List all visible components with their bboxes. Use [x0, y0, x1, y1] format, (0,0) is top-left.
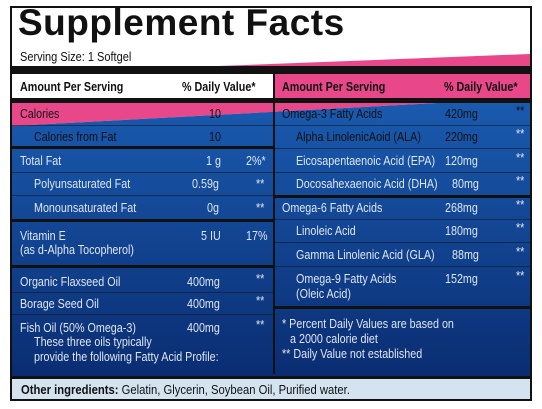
- row-divider: [275, 266, 530, 267]
- row-linoleic-dv: **: [516, 221, 525, 235]
- row-omega9-dv: **: [516, 269, 525, 283]
- row-omega6-amount: 268mg: [445, 201, 478, 215]
- row-divider: [275, 242, 530, 243]
- note-calorie-diet: a 2000 calorie diet: [290, 332, 378, 346]
- row-omega9-source: (Oleic Acid): [296, 287, 351, 301]
- row-divider: [275, 148, 530, 149]
- row-calories-fat-name: Calories from Fat: [34, 130, 117, 144]
- column-divider: [273, 74, 275, 374]
- left-header-dv: % Daily Value*: [182, 80, 256, 94]
- row-dha-amount: 80mg: [452, 177, 479, 191]
- panel-frame: [10, 6, 532, 401]
- row-linoleic-amount: 180mg: [445, 224, 478, 238]
- row-omega9-amount: 152mg: [445, 272, 478, 286]
- row-bold-divider: [12, 265, 273, 268]
- row-divider: [12, 314, 273, 315]
- row-divider: [12, 172, 273, 173]
- row-borage-amount: 400mg: [187, 297, 220, 311]
- row-vitamin-e-name: Vitamin E: [20, 229, 66, 243]
- row-total-fat-name: Total Fat: [20, 154, 62, 168]
- header-rule: [12, 98, 530, 103]
- row-divider: [275, 125, 530, 126]
- row-divider: [275, 172, 530, 173]
- row-calories-fat-amount: 10: [209, 130, 221, 144]
- panel-title: Supplement Facts: [18, 2, 345, 43]
- row-bold-divider: [275, 195, 530, 198]
- row-borage-dv: **: [256, 294, 265, 308]
- row-gla-name: Gamma Linolenic Acid (GLA): [296, 248, 435, 262]
- serving-size: Serving Size: 1 Softgel: [20, 50, 132, 64]
- row-omega3-name: Omega-3 Fatty Acids: [282, 107, 383, 121]
- row-bold-divider: [275, 306, 530, 309]
- row-ala-amount: 220mg: [445, 130, 478, 144]
- row-omega3-amount: 420mg: [445, 107, 478, 121]
- row-epa-name: Eicosapentaenoic Acid (EPA): [296, 154, 436, 168]
- row-epa-dv: **: [516, 151, 525, 165]
- row-mono-name: Monounsaturated Fat: [34, 201, 137, 215]
- row-calories-name: Calories: [20, 107, 60, 121]
- row-fish-oil-amount: 400mg: [187, 321, 220, 335]
- note-dv-not-established: ** Daily Value not established: [282, 347, 423, 361]
- left-header-band: [12, 74, 273, 98]
- row-dha-dv: **: [516, 174, 525, 188]
- row-omega6-name: Omega-6 Fatty Acids: [282, 201, 383, 215]
- row-borage-name: Borage Seed Oil: [20, 297, 99, 311]
- row-omega6-dv: **: [516, 198, 525, 212]
- other-ingredients-bar: Other ingredients: Gelatin, Glycerin, So…: [12, 376, 530, 399]
- other-ingredients: Other ingredients: Gelatin, Glycerin, So…: [21, 383, 350, 397]
- row-divider: [12, 292, 273, 293]
- row-ala-dv: **: [516, 127, 525, 141]
- row-omega3-dv: **: [516, 104, 525, 118]
- row-mono-dv: **: [256, 201, 265, 215]
- row-mono-amount: 0g: [207, 201, 219, 215]
- row-poly-name: Polyunsaturated Fat: [34, 177, 131, 191]
- right-header-dv: % Daily Value*: [444, 80, 518, 94]
- fish-oil-note-line1: These three oils typically: [34, 335, 152, 349]
- right-header-amount: Amount Per Serving: [282, 80, 386, 94]
- row-vitamin-e-amount: 5 IU: [201, 229, 221, 243]
- row-gla-amount: 88mg: [452, 248, 479, 262]
- row-divider: [275, 219, 530, 220]
- other-ingredients-label: Other ingredients:: [21, 383, 119, 397]
- fish-oil-note-line2: provide the following Fatty Acid Profile…: [34, 350, 219, 364]
- row-flaxseed-name: Organic Flaxseed Oil: [20, 275, 121, 289]
- row-vitamin-e-dv: 17%: [246, 229, 268, 243]
- row-vitamin-e-source: (as d-Alpha Tocopherol): [20, 243, 134, 257]
- row-fish-oil-name: Fish Oil (50% Omega-3): [20, 321, 136, 335]
- row-bold-divider: [12, 219, 273, 222]
- row-total-fat-amount: 1 g: [206, 154, 221, 168]
- other-ingredients-text: Gelatin, Glycerin, Soybean Oil, Purified…: [121, 383, 350, 397]
- row-bold-divider: [12, 146, 273, 149]
- row-total-fat-dv: 2%*: [246, 154, 266, 168]
- note-percent-dv: * Percent Daily Values are based on: [282, 317, 454, 331]
- row-flaxseed-amount: 400mg: [187, 275, 220, 289]
- row-omega9-name: Omega-9 Fatty Acids: [296, 272, 397, 286]
- left-header-amount: Amount Per Serving: [20, 80, 124, 94]
- row-calories-amount: 10: [209, 107, 221, 121]
- row-divider: [12, 125, 273, 126]
- row-poly-dv: **: [256, 177, 265, 191]
- row-gla-dv: **: [516, 245, 525, 259]
- row-ala-name: Alpha LinolenicAoid (ALA): [296, 130, 421, 144]
- row-dha-name: Docosahexaenoic Acid (DHA): [296, 177, 438, 191]
- row-fish-oil-dv: **: [256, 318, 265, 332]
- row-flaxseed-dv: **: [256, 272, 265, 286]
- row-linoleic-name: Linoleic Acid: [296, 224, 356, 238]
- row-poly-amount: 0.59g: [192, 177, 219, 191]
- row-divider: [12, 195, 273, 196]
- top-thick-rule: [12, 66, 530, 74]
- row-epa-amount: 120mg: [445, 154, 478, 168]
